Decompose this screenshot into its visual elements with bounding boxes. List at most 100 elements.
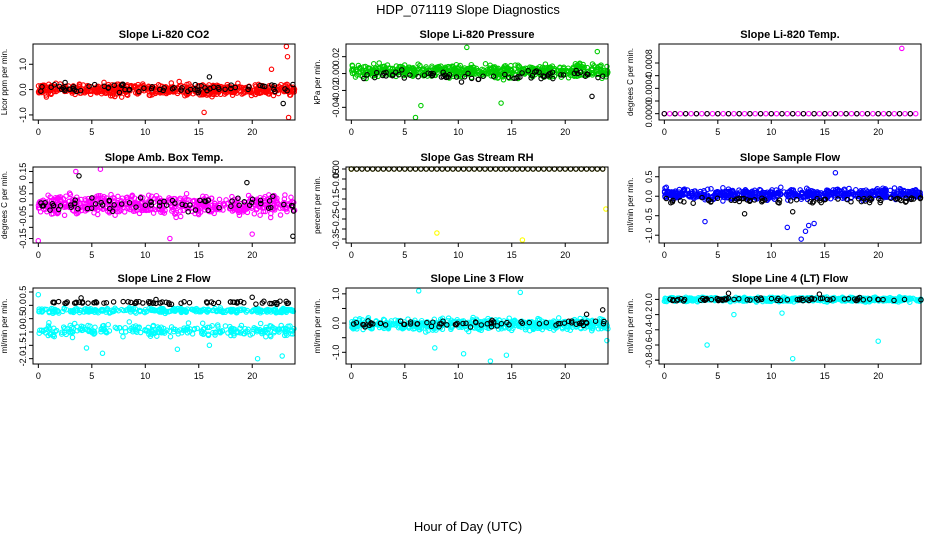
- data-point: [440, 73, 446, 80]
- data-point: [725, 290, 732, 297]
- data-point: [896, 110, 903, 117]
- plot-frame: [658, 43, 922, 121]
- y-axis: -2.0-1.5-1.0-0.50.00.5: [18, 286, 33, 366]
- data-point: [752, 110, 758, 117]
- x-tick-label: 0: [36, 127, 41, 137]
- data-point: [269, 82, 275, 88]
- y-tick-label: -0.8: [644, 352, 654, 368]
- data-point: [238, 84, 245, 91]
- figure-x-axis-label: Hour of Day (UTC): [414, 519, 522, 534]
- y-axis-label: ml/min per min.: [626, 178, 635, 233]
- data-point: [418, 102, 424, 109]
- y-tick-label: 0.5: [644, 170, 654, 183]
- x-tick-label: 20: [247, 371, 257, 381]
- data-point: [376, 60, 382, 66]
- data-point: [583, 311, 590, 318]
- data-point: [822, 110, 828, 117]
- data-point: [186, 299, 193, 306]
- panel-title: Slope Amb. Box Temp.: [105, 152, 224, 164]
- data-point: [381, 70, 387, 76]
- data-point: [283, 43, 290, 50]
- data-point: [265, 90, 271, 97]
- x-tick-label: 20: [560, 127, 570, 137]
- x-tick-label: 10: [140, 250, 150, 260]
- data-point: [126, 319, 133, 325]
- x-tick-label: 10: [766, 127, 776, 137]
- y-tick-label: -0.25: [331, 209, 341, 230]
- data-point: [594, 68, 600, 75]
- figure-title: HDP_071119 Slope Diagnostics: [376, 2, 560, 17]
- data-point: [153, 192, 160, 199]
- x-tick-label: 0: [662, 127, 667, 137]
- data-point: [160, 90, 167, 96]
- data-point: [248, 92, 255, 99]
- data-point: [432, 345, 438, 351]
- data-point: [832, 170, 839, 176]
- y-tick-label: 0.00: [331, 65, 341, 83]
- data-point: [349, 68, 355, 74]
- x-axis: 0 5 10 15 20: [349, 243, 570, 260]
- x-tick-label: 5: [402, 127, 407, 137]
- data-point: [511, 66, 518, 72]
- data-point: [899, 45, 905, 52]
- y-tick-label: -0.35: [331, 229, 341, 250]
- x-tick-label: 5: [402, 250, 407, 260]
- x-tick-label: 5: [402, 371, 407, 381]
- data-point: [401, 75, 408, 81]
- data-point: [160, 87, 166, 94]
- data-point: [502, 62, 509, 69]
- y-axis: -1.00.01.0: [18, 58, 33, 123]
- plot-frame: [345, 43, 609, 121]
- data-points: [661, 290, 924, 362]
- y-tick-label: 0.05: [18, 185, 28, 203]
- data-point: [604, 63, 610, 70]
- y-tick-label: 0.0: [18, 299, 28, 312]
- data-point: [848, 110, 855, 117]
- data-point: [525, 68, 531, 74]
- data-point: [280, 87, 287, 94]
- data-point: [519, 67, 526, 74]
- data-point: [76, 173, 82, 179]
- panel-title: Slope Li-820 Temp.: [740, 29, 839, 41]
- data-point: [784, 110, 791, 117]
- data-point: [811, 110, 817, 117]
- y-tick-label: -1.0: [331, 345, 341, 361]
- data-point: [216, 196, 223, 203]
- y-axis-label: ml/min per min.: [626, 299, 635, 354]
- data-point: [429, 72, 436, 78]
- data-point: [228, 85, 234, 92]
- x-tick-label: 15: [507, 127, 517, 137]
- data-point: [875, 110, 881, 117]
- data-point: [802, 228, 809, 235]
- data-point: [907, 110, 914, 117]
- data-point: [423, 64, 429, 70]
- data-point: [690, 200, 696, 206]
- data-point: [349, 63, 356, 69]
- data-point: [800, 110, 807, 117]
- data-point: [870, 110, 876, 117]
- data-point: [290, 233, 296, 240]
- x-tick-label: 0: [349, 371, 354, 381]
- data-point: [757, 110, 764, 117]
- data-point: [280, 100, 286, 107]
- data-point: [500, 73, 507, 79]
- data-point: [891, 110, 898, 117]
- data-point: [288, 194, 294, 201]
- data-point: [171, 84, 177, 91]
- y-tick-label: -0.05: [18, 206, 28, 227]
- y-tick-label: -0.5: [644, 208, 654, 224]
- data-point: [399, 67, 405, 73]
- data-point: [827, 110, 833, 117]
- x-tick-label: 15: [820, 250, 830, 260]
- data-point: [105, 321, 111, 328]
- data-point: [257, 320, 264, 327]
- data-point: [891, 185, 898, 191]
- data-point: [682, 110, 689, 117]
- data-point: [511, 75, 517, 82]
- x-tick-label: 5: [89, 250, 94, 260]
- data-point: [116, 89, 123, 96]
- y-tick-label: -0.02: [331, 80, 341, 101]
